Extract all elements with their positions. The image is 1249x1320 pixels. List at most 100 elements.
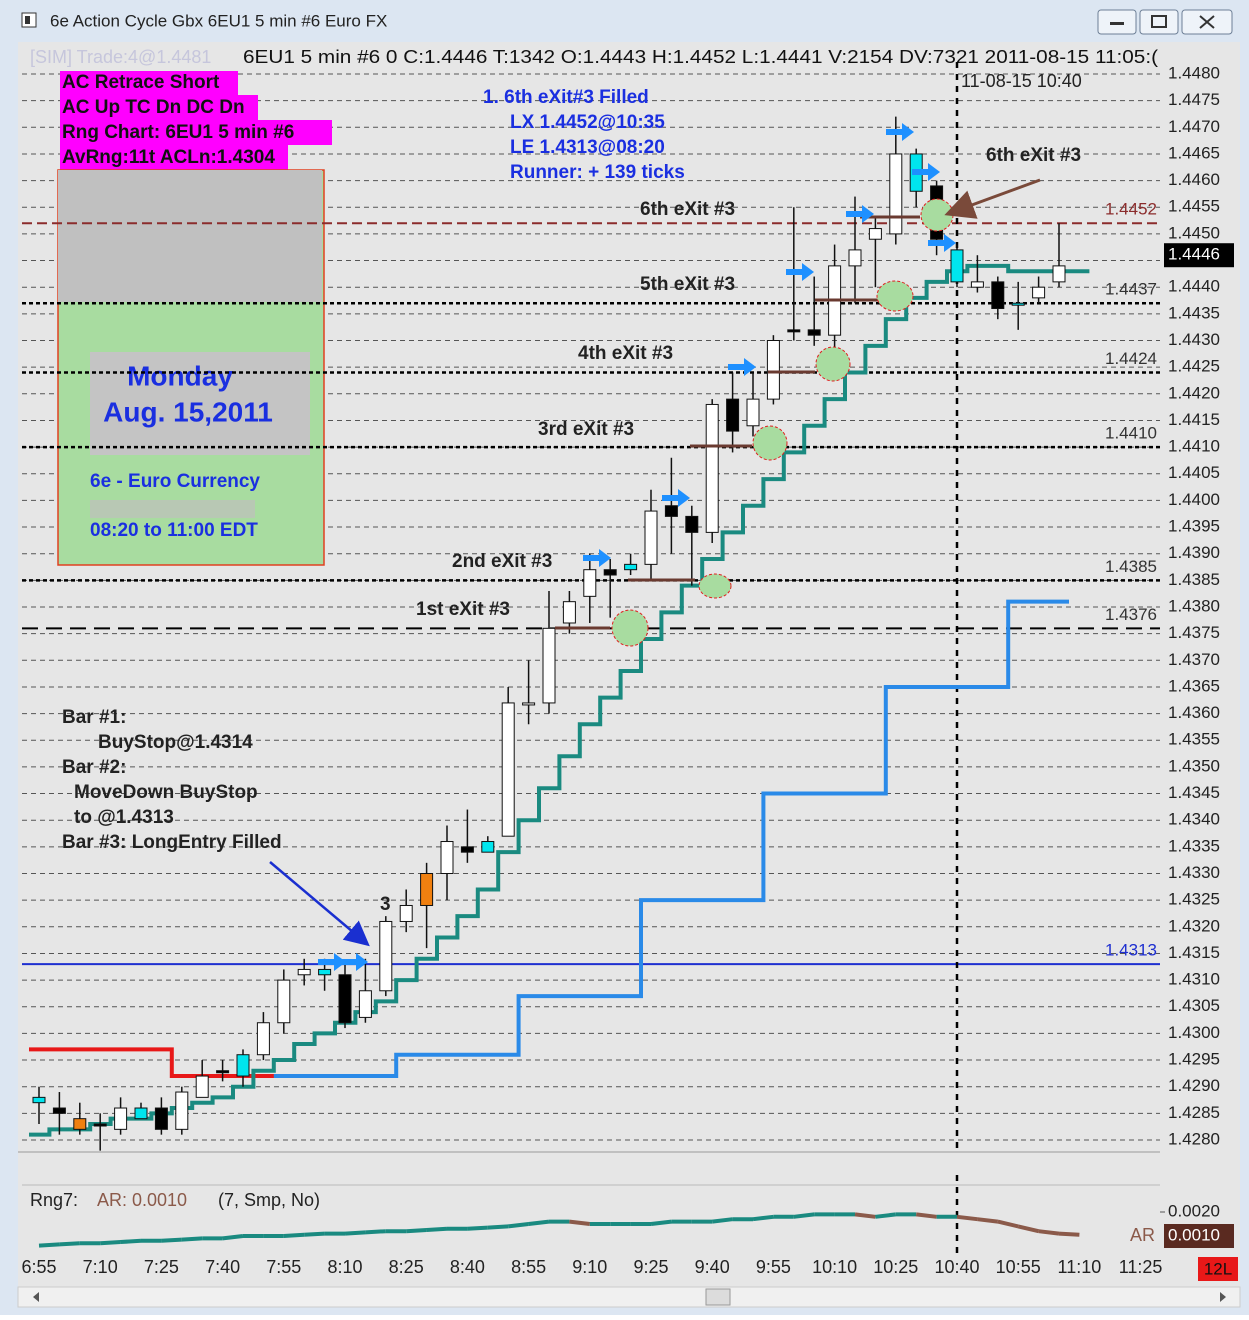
candle-body	[52, 1107, 66, 1114]
candle-body	[216, 1070, 230, 1074]
indicator-params: (7, Smp, No)	[218, 1190, 320, 1210]
indicator-segment	[487, 1224, 509, 1230]
x-tick-label: 9:55	[756, 1257, 791, 1277]
y-tick-label: 1.4355	[1168, 730, 1220, 749]
annotation: 6th eXit #3	[640, 199, 735, 220]
indicator-segment	[1038, 1229, 1060, 1236]
x-tick-label: 8:55	[511, 1257, 546, 1277]
annotation: BuyStop@1.4314	[98, 732, 253, 753]
x-tick-label: 11:25	[1119, 1257, 1163, 1277]
candle-body	[562, 601, 576, 624]
session: 08:20 to 11:00 EDT	[90, 520, 258, 541]
candle-body	[848, 249, 862, 267]
legend-entry: AR	[1130, 1225, 1155, 1245]
indicator-segment	[650, 1219, 672, 1226]
indicator-segment	[59, 1241, 80, 1247]
exit-circle	[920, 198, 954, 232]
maximize-button[interactable]	[1139, 9, 1179, 35]
indicator-segment	[100, 1240, 121, 1246]
redacted	[58, 170, 322, 302]
info-bg	[60, 95, 258, 120]
y-tick-label: 1.4370	[1168, 650, 1220, 669]
exit-circle	[752, 425, 788, 461]
candle-body	[460, 846, 474, 853]
indicator-segment	[365, 1229, 386, 1235]
info-line: AC Up TC Dn DC Dn	[62, 97, 245, 118]
indicator-segment	[915, 1212, 937, 1219]
y-tick-label: 1.4310	[1168, 970, 1220, 989]
candle-body	[991, 281, 1005, 310]
y-tick-label: 1.4295	[1168, 1050, 1220, 1069]
x-tick-label: 9:40	[695, 1257, 730, 1277]
y-tick-label: 1.4460	[1168, 170, 1220, 189]
annotation: 1st eXit #3	[416, 599, 510, 620]
indicator-line	[273, 599, 1069, 1079]
indicator-segment	[222, 1234, 244, 1241]
candle-body	[338, 974, 352, 1024]
annotation: Bar #2:	[62, 757, 126, 778]
y-tick-label: 1.4475	[1168, 90, 1220, 109]
indicator-segment	[956, 1214, 978, 1222]
candle-body	[134, 1107, 148, 1120]
y-tick-label: 1.4325	[1168, 890, 1220, 909]
indicator-segment	[793, 1212, 815, 1219]
y-tick-label: 1.4455	[1168, 197, 1220, 216]
indicator-segment	[161, 1237, 182, 1243]
scroll-thumb[interactable]	[705, 1288, 731, 1306]
bar-info: 6EU1 5 min #6 0 C:1.4446 T:1342 O:1.4443…	[243, 47, 1158, 67]
annotation: LE 1.4313@08:20	[510, 137, 665, 158]
y-tick-label: 1.4320	[1168, 916, 1220, 935]
candle-body	[114, 1107, 128, 1130]
current-box	[1164, 1224, 1234, 1248]
candle-body	[318, 968, 332, 976]
y-tick-label: 1.4380	[1168, 596, 1220, 615]
candle-body	[236, 1054, 250, 1077]
annotation: 4th eXit #3	[578, 343, 673, 364]
indicator-segment	[1017, 1224, 1040, 1234]
annotation: 3rd eXit #3	[538, 419, 634, 440]
y-tick-label: 1.4415	[1168, 410, 1220, 429]
candle-body	[1052, 265, 1066, 283]
info-line: Rng Chart: 6EU1 5 min #6	[62, 122, 294, 143]
annotation: MoveDown BuyStop	[74, 782, 258, 803]
x-tick-label: 7:40	[205, 1257, 240, 1277]
x-tick-label: 7:10	[83, 1257, 118, 1277]
candle-body	[807, 329, 821, 336]
x-tick-label: 10:25	[873, 1257, 918, 1277]
callout-arrow	[269, 861, 370, 947]
candle-body	[440, 841, 454, 875]
indicator-segment	[752, 1214, 774, 1222]
scrollbar[interactable]	[17, 1286, 1241, 1308]
y-tick-label: 1.4470	[1168, 117, 1220, 136]
indicator-segment	[406, 1228, 427, 1234]
app-icon-mark	[25, 16, 30, 24]
indicator-value: AR: 0.0010	[97, 1190, 187, 1210]
x-tick-label: 8:40	[450, 1257, 485, 1277]
x-tick-label: 6:55	[21, 1257, 56, 1277]
annotation: to @1.4313	[74, 807, 174, 828]
y-tick-label: 1.4280	[1168, 1129, 1220, 1148]
indicator-segment	[997, 1219, 1019, 1229]
x-tick-label: 9:25	[633, 1257, 668, 1277]
indicator-segment	[467, 1225, 488, 1231]
exit-circle	[876, 280, 914, 312]
indicator-segment	[283, 1232, 305, 1238]
indicator-segment	[120, 1238, 142, 1244]
candle-body	[726, 398, 740, 432]
candle-body	[195, 1075, 209, 1098]
minimize-icon	[1110, 22, 1124, 25]
indicator-segment	[854, 1212, 876, 1219]
candle-body	[481, 841, 495, 853]
exit-circle	[698, 573, 732, 599]
y-tick-label: 1.4290	[1168, 1076, 1220, 1095]
candle-body	[420, 873, 434, 906]
y-tick-label: 1.4400	[1168, 490, 1220, 509]
candle-body	[1032, 286, 1046, 299]
indicator-line	[29, 263, 1090, 1137]
x-tick-label: 11:10	[1058, 1257, 1102, 1277]
y-tick-label: 1.4300	[1168, 1023, 1220, 1042]
candle-body	[868, 228, 882, 240]
y-tick-label: 1.4375	[1168, 623, 1220, 642]
y-tick-label: 1.4435	[1168, 303, 1220, 322]
info-line: AvRng:11t ACLn:1.4304	[62, 147, 275, 168]
